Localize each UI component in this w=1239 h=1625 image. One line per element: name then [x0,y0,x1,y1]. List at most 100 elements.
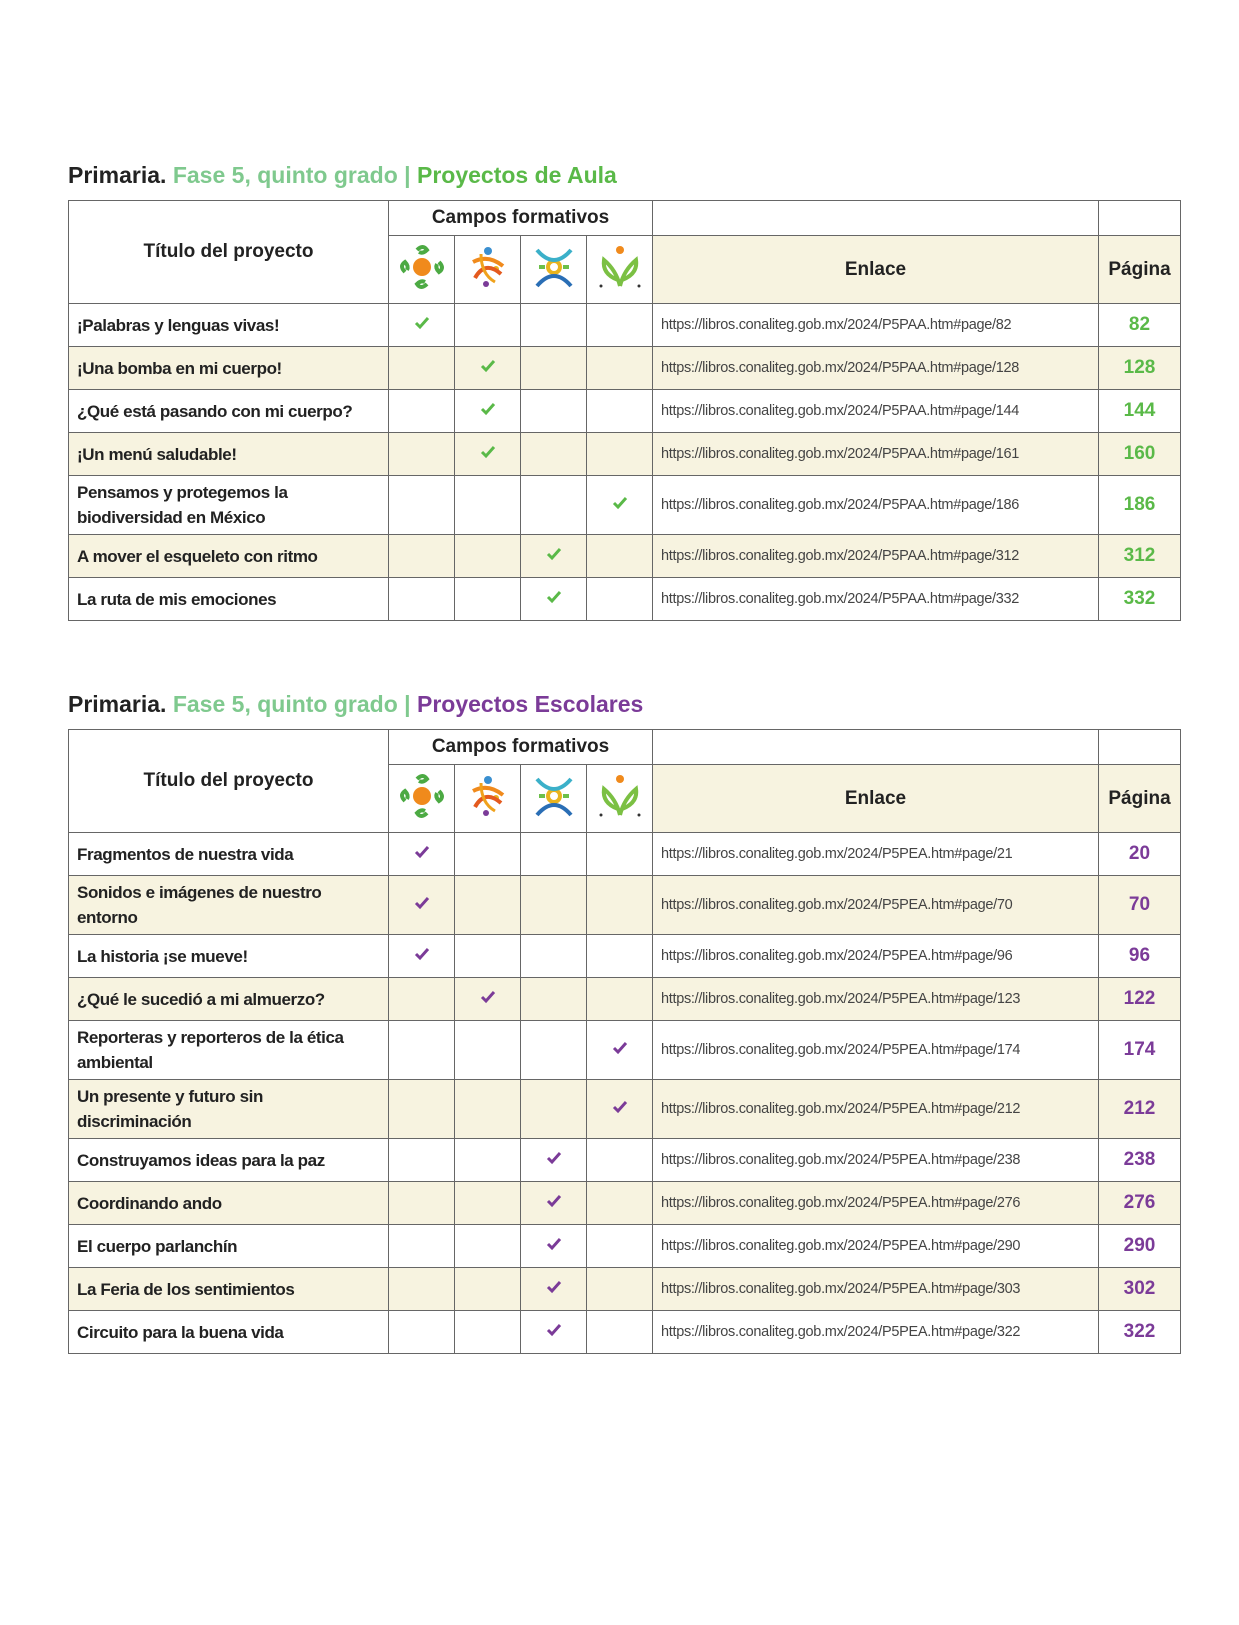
campo-icon [586,235,653,304]
header-blank [1098,200,1181,236]
header-title: Título del proyecto [68,729,389,833]
heading-name: Proyectos Escolares [416,691,644,717]
campo-cell [586,534,653,578]
campo-icon [454,764,521,833]
campo-cell [586,432,653,476]
page-number: 20 [1098,832,1181,876]
heading-lead: Primaria. [68,162,167,188]
campo-cell [586,832,653,876]
campo-cell [388,1079,455,1139]
table-row: ¡Un menú saludable! https://libros.conali… [68,432,1181,476]
project-title: Coordinando ando [68,1181,389,1225]
campo-cell [586,1020,653,1080]
table-row: ¿Qué está pasando con mi cuerpo? https://… [68,389,1181,433]
page-number: 238 [1098,1138,1181,1182]
campo-icon [520,764,587,833]
campo-cell [586,303,653,347]
heading-phase: Fase 5, quinto grado [172,691,398,717]
project-link: https://libros.conaliteg.gob.mx/2024/P5P… [652,432,1099,476]
campo-icon [454,235,521,304]
check [612,496,627,509]
campo-cell [388,534,455,578]
icon [599,245,640,287]
campo-cell [454,977,521,1021]
project-link: https://libros.conaliteg.gob.mx/2024/P5P… [652,475,1099,535]
project-link: https://libros.conaliteg.gob.mx/2024/P5P… [652,1310,1099,1354]
table-row: La Feria de los sentimientos https://libr… [68,1267,1181,1311]
campo-cell [388,303,455,347]
table-row: Construyamos ideas para la paz https://li… [68,1138,1181,1182]
check [546,590,561,603]
project-title: ¡Un menú saludable! [68,432,389,476]
page-number: 322 [1098,1310,1181,1354]
page-number: 276 [1098,1181,1181,1225]
project-title: Fragmentos de nuestra vida [68,832,389,876]
check [612,1100,627,1113]
table-row: Coordinando ando https://libros.conaliteg… [68,1181,1181,1225]
project-table: Título del proyecto Campos formativos Enla… [68,200,1181,621]
header-title: Título del proyecto [68,200,389,304]
campo-cell [520,977,587,1021]
campo-cell [586,934,653,978]
project-link: https://libros.conaliteg.gob.mx/2024/P5P… [652,1079,1099,1139]
project-title: Un presente y futuro sin discriminación [68,1079,389,1139]
check [414,316,429,329]
campo-cell [388,934,455,978]
campo-icon [586,764,653,833]
page-number: 70 [1098,875,1181,935]
campo-cell [520,1079,587,1139]
campo-cell [586,1267,653,1311]
campo-cell [388,1224,455,1268]
table-row: ¡Palabras y lenguas vivas! https://libros… [68,303,1181,347]
campo-cell [454,432,521,476]
campo-cell [454,534,521,578]
page-number: 302 [1098,1267,1181,1311]
table-row: Circuito para la buena vida https://libro… [68,1310,1181,1354]
check [480,990,495,1003]
icon [399,244,444,289]
page-number: 160 [1098,432,1181,476]
check [546,1151,561,1164]
project-title: ¿Qué le sucedió a mi almuerzo? [68,977,389,1021]
section-heading: Primaria. Fase 5, quinto grado | Proyect… [68,160,1180,190]
campo-cell [388,1181,455,1225]
header-campos: Campos formativos [388,729,653,765]
campo-cell [586,389,653,433]
campo-cell [586,1310,653,1354]
table-row: La historia ¡se mueve! https://libros.con… [68,934,1181,978]
project-link: https://libros.conaliteg.gob.mx/2024/P5P… [652,1224,1099,1268]
icon [599,774,640,816]
header-page: Página [1098,235,1181,304]
project-link: https://libros.conaliteg.gob.mx/2024/P5P… [652,1267,1099,1311]
campo-cell [388,1310,455,1354]
project-link: https://libros.conaliteg.gob.mx/2024/P5P… [652,346,1099,390]
project-title: Construyamos ideas para la paz [68,1138,389,1182]
campo-cell [388,1267,455,1311]
page-number: 290 [1098,1224,1181,1268]
project-link: https://libros.conaliteg.gob.mx/2024/P5P… [652,577,1099,621]
campo-cell [454,303,521,347]
check [546,547,561,560]
icon [534,248,573,287]
table-row: Pensamos y protegemos la biodiversidad e… [68,475,1181,535]
campo-cell [586,1079,653,1139]
project-title: La Feria de los sentimientos [68,1267,389,1311]
campo-cell [520,1267,587,1311]
icon [399,773,444,818]
campo-cell [520,1224,587,1268]
project-link: https://libros.conaliteg.gob.mx/2024/P5P… [652,534,1099,578]
campo-cell [454,577,521,621]
project-link: https://libros.conaliteg.gob.mx/2024/P5P… [652,1181,1099,1225]
campo-cell [454,875,521,935]
project-link: https://libros.conaliteg.gob.mx/2024/P5P… [652,1138,1099,1182]
campo-cell [520,389,587,433]
header-row: Título del proyecto Campos formativos [68,729,1181,833]
header-row: Título del proyecto Campos formativos [68,200,1181,304]
header-link: Enlace [652,764,1099,833]
project-table: Título del proyecto Campos formativos Enla… [68,729,1181,1354]
project-link: https://libros.conaliteg.gob.mx/2024/P5P… [652,389,1099,433]
campo-cell [586,875,653,935]
campo-cell [586,1138,653,1182]
campo-cell [454,475,521,535]
